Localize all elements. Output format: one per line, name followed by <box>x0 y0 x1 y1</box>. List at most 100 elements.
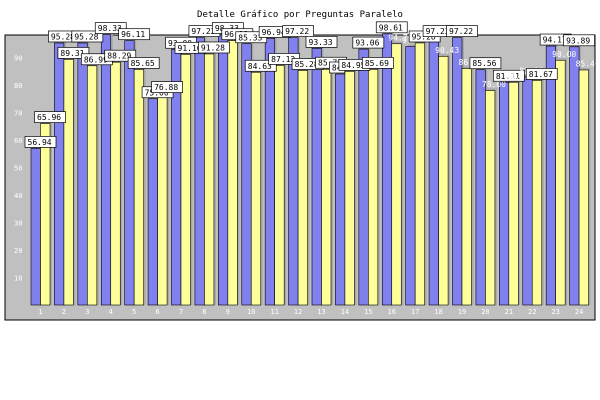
bar-series-1 <box>522 76 533 306</box>
bar-series-2 <box>274 65 285 306</box>
bar-series-2 <box>485 90 496 306</box>
bar-series-2 <box>555 59 566 306</box>
bar-series-2 <box>40 123 51 306</box>
data-label: 91.28 <box>201 43 225 52</box>
bar-series-2 <box>321 68 332 306</box>
data-label: 93.33 <box>309 38 333 47</box>
x-tick-label: 3 <box>85 308 89 316</box>
data-label: 97.22 <box>449 27 473 36</box>
data-label: 96.94 <box>262 28 286 37</box>
data-label: 85.56 <box>472 59 496 68</box>
data-label-box <box>469 57 502 70</box>
bar-series-2 <box>508 81 519 306</box>
data-label: 76.88 <box>154 83 178 92</box>
data-label-box <box>127 57 160 69</box>
x-tick-label: 22 <box>528 308 536 316</box>
data-label: 81.67 <box>505 72 529 81</box>
data-label-box <box>198 41 230 54</box>
data-label: 97.22 <box>426 27 450 36</box>
bar-series-2 <box>250 71 262 306</box>
data-label: 90.00 <box>552 50 576 59</box>
data-label: 85.69 <box>365 59 389 68</box>
x-tick-label: 10 <box>247 308 255 316</box>
data-label: 88.29 <box>107 52 131 61</box>
data-label: 95.28 <box>51 32 75 41</box>
y-tick-label: 60 <box>14 137 22 145</box>
data-label: 84 <box>332 64 342 73</box>
bar-series-2 <box>297 70 308 306</box>
x-tick-label: 2 <box>62 308 66 316</box>
bar-series-1 <box>100 34 112 306</box>
bar-series-2 <box>391 43 402 306</box>
bar-series-1 <box>452 37 463 306</box>
data-label: 86 <box>459 58 469 67</box>
x-tick-label: 6 <box>155 308 159 316</box>
x-tick-label: 5 <box>132 308 136 316</box>
y-axis-ticks: 10 20 30 40 50 60 70 80 90 <box>14 55 22 283</box>
x-tick-label: 1 <box>38 308 42 316</box>
bar-series-2 <box>578 69 589 306</box>
bars-layer <box>30 31 591 306</box>
x-tick-label: 11 <box>270 308 278 316</box>
chart-title: Detalle Gráfico por Preguntas Paralelo <box>197 10 403 20</box>
data-label: 94.7 <box>388 33 407 42</box>
bar-series-1 <box>405 46 416 306</box>
bar-series-1 <box>30 148 41 306</box>
x-tick-label: 14 <box>341 308 349 316</box>
data-label: 97.22 <box>285 27 309 36</box>
data-label-box <box>94 22 127 34</box>
bar-series-1 <box>569 46 580 306</box>
data-label-box <box>71 30 104 43</box>
bar-series-2 <box>110 61 121 306</box>
data-label-box <box>352 36 385 49</box>
x-axis-ticks: 1 2 3 4 5 6 7 8 9 10 11 12 13 14 15 16 17 18 19 20 21 22 23 24 <box>38 308 583 316</box>
data-label: 98.33 <box>98 24 122 33</box>
y-tick-label: 90 <box>14 55 22 63</box>
data-label: 78.00 <box>482 80 506 89</box>
data-label-box <box>104 49 137 62</box>
data-label: 84.63 <box>248 62 272 71</box>
data-label-box <box>118 28 151 41</box>
data-label: 91.16 <box>178 44 202 53</box>
data-label-box <box>361 57 394 69</box>
data-label-box <box>446 25 478 37</box>
data-label: 96.11 <box>121 30 145 39</box>
bar-series-1 <box>264 38 275 306</box>
data-label: 84.95 <box>341 61 365 70</box>
data-label: 65.96 <box>37 113 61 122</box>
data-label: 98.61 <box>379 23 403 32</box>
data-label-box <box>24 136 57 148</box>
bar-series-1 <box>545 45 556 306</box>
data-label: 95.28 <box>74 32 98 41</box>
data-label: 85.65 <box>131 59 155 68</box>
y-tick-label: 50 <box>14 165 22 173</box>
bar-series-1 <box>194 37 205 306</box>
bar-series-2 <box>180 54 191 306</box>
data-label-box <box>151 81 183 93</box>
data-label-box <box>282 25 314 37</box>
data-labels-layer: 56.94 65.96 95.28 89.31 95.28 86.99 98.33 88.29… <box>24 21 600 148</box>
data-label: 94.17 <box>543 36 567 45</box>
x-tick-label: 18 <box>434 308 442 316</box>
x-tick-label: 13 <box>317 308 325 316</box>
bar-series-1 <box>288 37 299 306</box>
data-label-box <box>563 34 595 47</box>
bar-series-1 <box>54 42 65 306</box>
y-tick-label: 70 <box>14 110 22 118</box>
bar-series-2 <box>344 71 355 306</box>
bar-series-1 <box>147 98 158 306</box>
bar-series-2 <box>157 93 168 306</box>
x-tick-label: 4 <box>109 308 113 316</box>
data-label: 56.94 <box>28 138 52 147</box>
y-tick-label: 80 <box>14 82 22 90</box>
x-tick-label: 19 <box>458 308 466 316</box>
bar-series-2 <box>414 42 425 306</box>
data-label: 93.06 <box>355 39 379 48</box>
data-label: 89.31 <box>60 49 84 58</box>
x-tick-label: 12 <box>294 308 302 316</box>
bar-series-1 <box>218 34 229 306</box>
x-tick-label: 21 <box>505 308 513 316</box>
x-tick-label: 15 <box>364 308 372 316</box>
bar-series-2 <box>63 59 74 306</box>
